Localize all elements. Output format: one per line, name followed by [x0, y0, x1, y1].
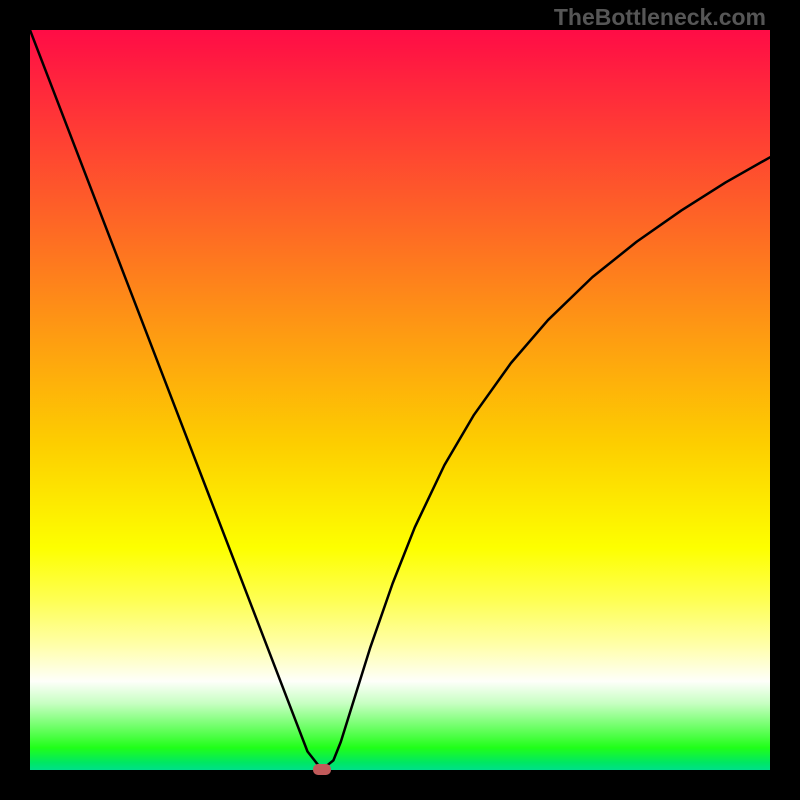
- watermark-text: TheBottleneck.com: [554, 4, 766, 31]
- plot-area: [30, 30, 770, 770]
- chart-frame: TheBottleneck.com: [0, 0, 800, 800]
- bottleneck-curve: [30, 30, 770, 770]
- optimum-marker: [313, 764, 331, 775]
